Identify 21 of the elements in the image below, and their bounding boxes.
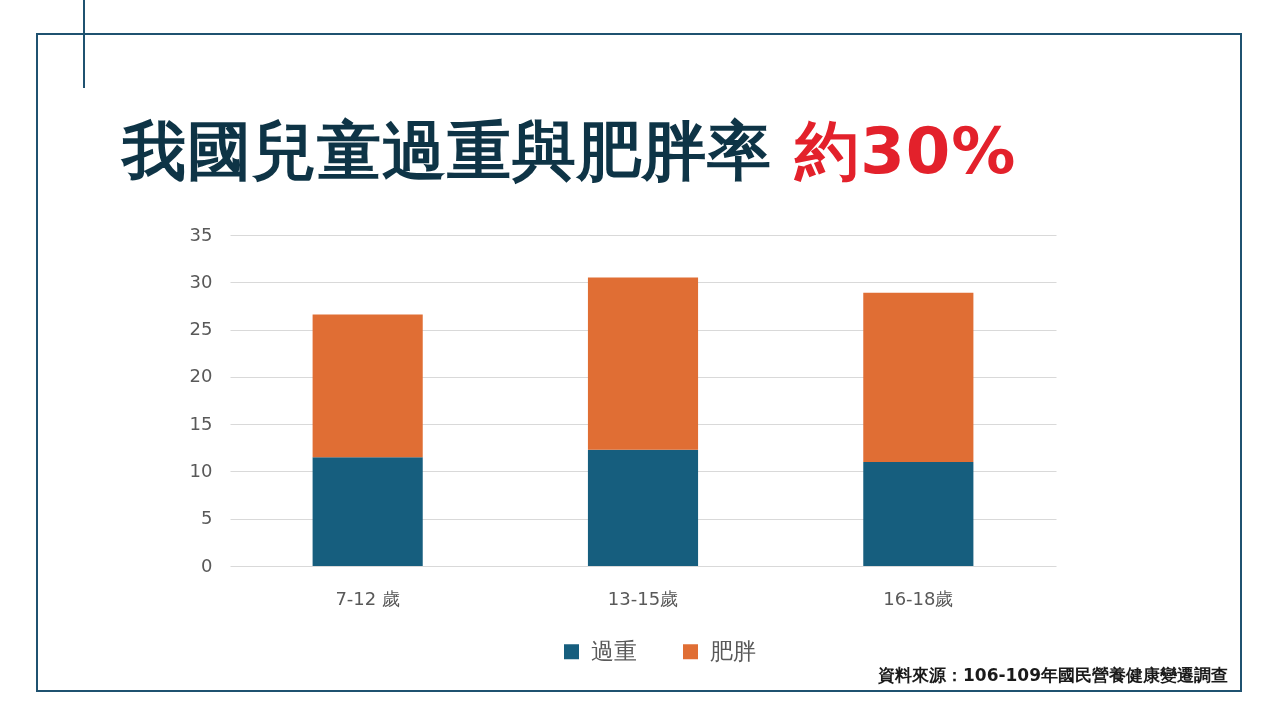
bar [587, 449, 699, 566]
source-note: 資料來源：106-109年國民營養健康變遷調查 [877, 664, 1228, 687]
legend-label: 過重 [591, 637, 637, 664]
y-tick-label: 35 [189, 223, 213, 245]
x-tick-label: 7-12 歲 [335, 587, 400, 609]
bar [587, 277, 699, 450]
bar [312, 314, 423, 458]
legend-label: 肥胖 [710, 637, 756, 664]
bar [863, 461, 974, 566]
y-tick-label: 10 [189, 459, 213, 481]
x-tick-label: 13-15歲 [607, 587, 679, 609]
y-tick-label: 15 [189, 412, 213, 434]
y-tick-label: 30 [189, 270, 213, 292]
y-tick-label: 5 [201, 507, 213, 529]
y-tick-label: 25 [189, 318, 213, 340]
chart-title: 我國兒童過重與肥胖率 約30% [122, 113, 1017, 190]
y-tick-label: 20 [189, 365, 213, 387]
x-tick-label: 16-18歲 [883, 587, 954, 609]
bar [312, 457, 423, 566]
bar [863, 292, 974, 462]
y-tick-label: 0 [201, 554, 213, 576]
